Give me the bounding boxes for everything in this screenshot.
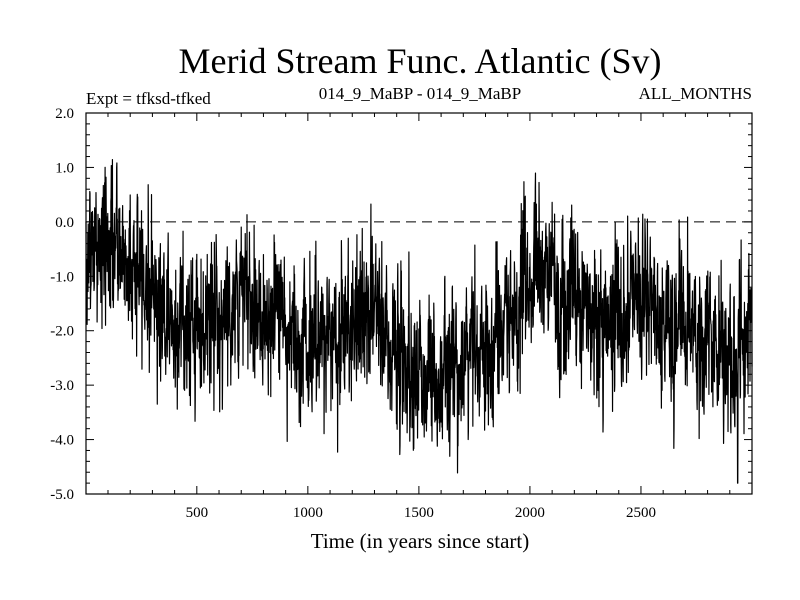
y-tick-label: 1.0 [55, 160, 74, 176]
chart-title: Merid Stream Func. Atlantic (Sv) [179, 41, 662, 81]
x-axis: 500 1000 1500 2000 2500 [107, 113, 731, 521]
y-axis: 2.0 1.0 0.0 -1.0 -2.0 -3.0 -4.0 -5.0 [50, 106, 752, 503]
x-tick-label: 500 [186, 505, 209, 521]
period-label: 014_9_MaBP - 014_9_MaBP [319, 84, 521, 103]
months-label: ALL_MONTHS [639, 84, 752, 103]
x-axis-label: Time (in years since start) [311, 529, 530, 553]
plot-area [85, 112, 753, 495]
y-tick-label: -1.0 [50, 269, 74, 285]
series-line [85, 159, 753, 484]
y-tick-label: -4.0 [50, 433, 74, 449]
x-tick-label: 1500 [404, 505, 434, 521]
x-tick-label: 2500 [626, 505, 656, 521]
x-tick-label: 2000 [515, 505, 545, 521]
y-tick-label: 0.0 [55, 215, 74, 231]
y-tick-label: -5.0 [50, 487, 74, 503]
y-tick-label: -3.0 [50, 378, 74, 394]
y-tick-label: -2.0 [50, 324, 74, 340]
y-tick-label: 2.0 [55, 106, 74, 122]
experiment-label: Expt = tfksd-tfked [86, 89, 211, 108]
x-tick-label: 1000 [293, 505, 323, 521]
